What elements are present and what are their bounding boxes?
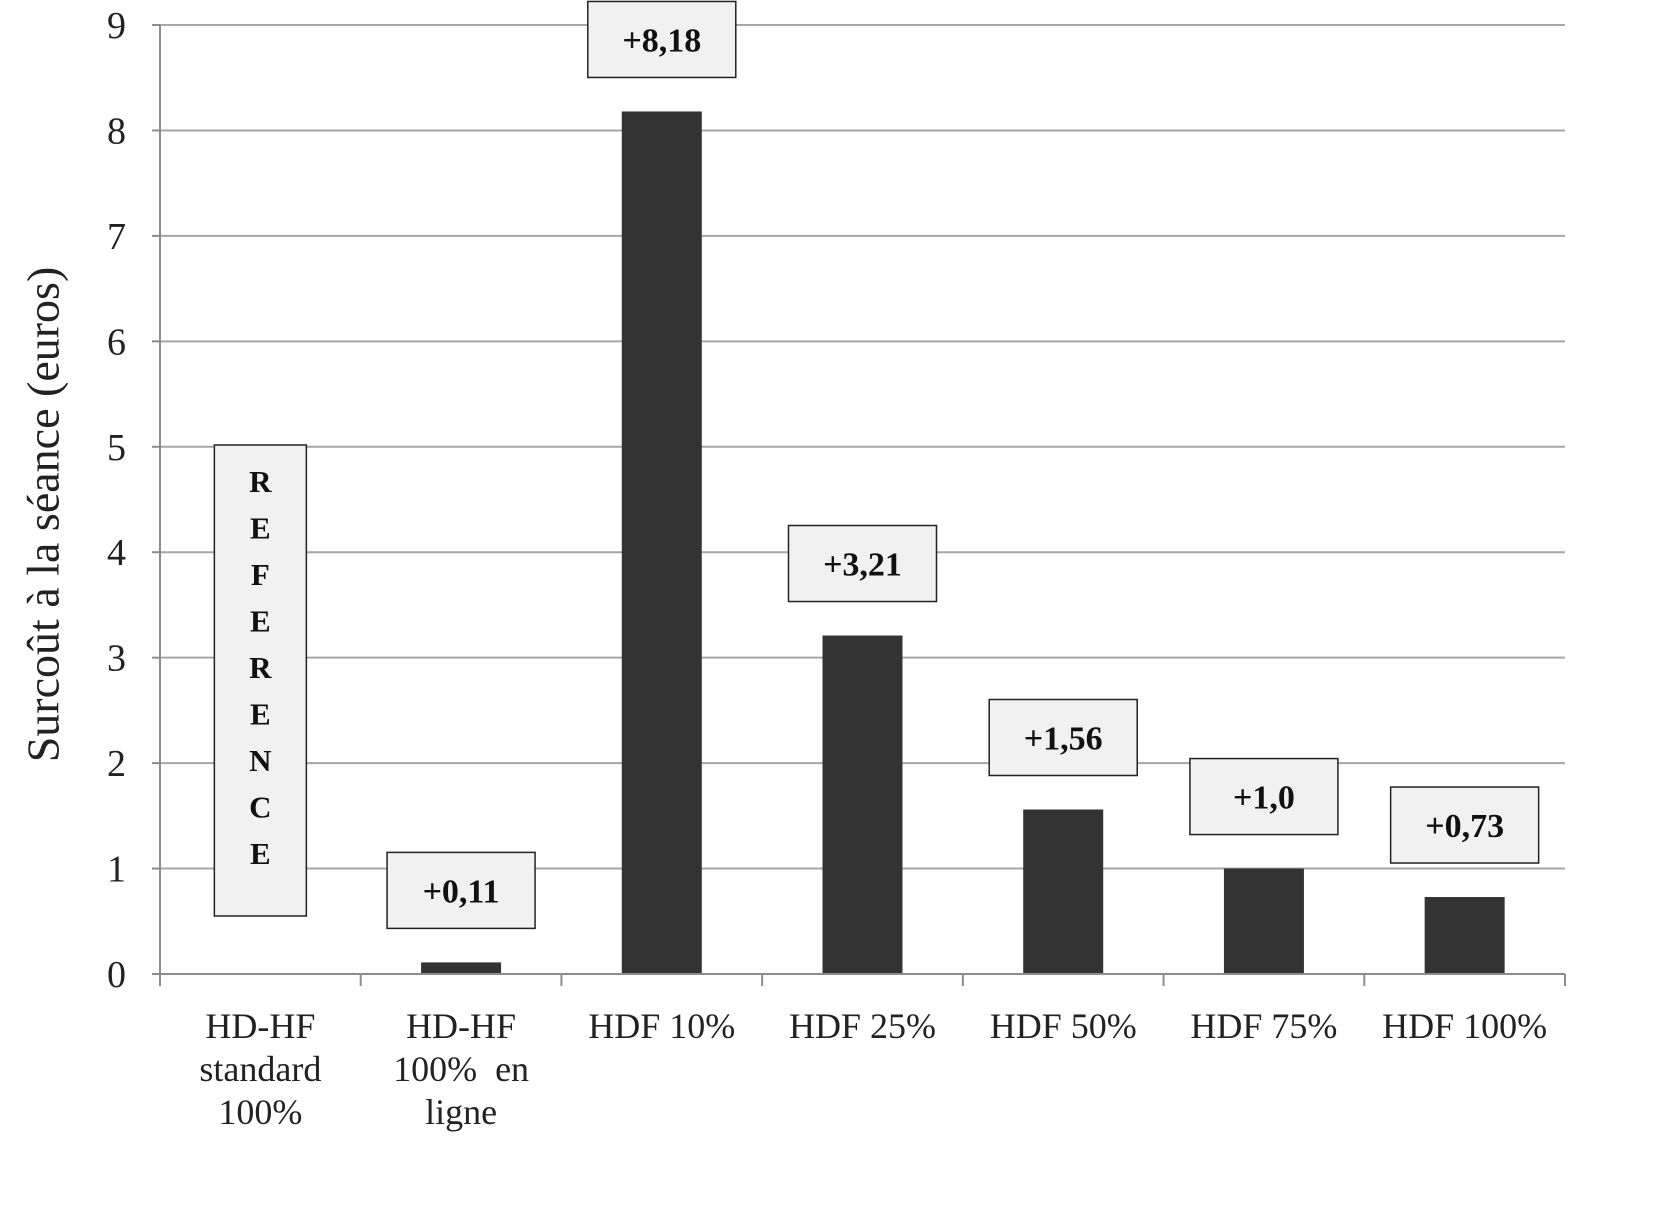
annotation-box [587,0,737,79]
y-tick-label: 4 [107,532,126,574]
y-tick-label: 9 [107,5,126,47]
y-axis-label-group: Surcoût à la séance (euros) [18,267,69,763]
x-category-label: HDF 50% [990,1006,1137,1046]
y-tick-label: 6 [107,321,126,363]
y-tick-label: 0 [107,954,126,996]
annotation-text: +1,0 [1233,780,1295,817]
annotation-box [1389,786,1540,864]
annotation-box [787,524,938,603]
x-category-label: HDF 10% [588,1006,735,1046]
y-tick-label: 3 [107,638,126,680]
value-annotation: +1,0 [1189,757,1339,836]
x-category-label: HDF 75% [1190,1006,1337,1046]
bar [822,635,903,974]
bars [421,111,1505,974]
value-annotation: +0,73 [1389,786,1540,864]
annotation-box [988,698,1138,777]
bar [1023,809,1104,974]
annotation-box [1189,757,1339,836]
value-annotation: +8,18 [587,0,737,79]
annotation-text: +1,56 [1024,721,1103,758]
bar [621,111,702,974]
annotation-box [386,851,536,930]
x-category-label: HD-HF 100% en ligne [393,1006,529,1132]
y-tick-label: 5 [107,427,126,469]
value-annotations: +0,11 +8,18 +3,21 +1,56 +1,0 +0,73 R E F E R E N C E [213,0,1540,930]
value-annotation: +1,56 [988,698,1138,777]
gridlines [160,24,1565,870]
y-tick-label: 1 [107,849,126,891]
y-tick-label: 2 [107,743,126,785]
annotation-text: +3,21 [823,547,902,584]
bar [421,962,502,974]
y-tick-labels: 0 1 2 3 4 5 6 7 8 9 [107,5,126,996]
x-category-label: HDF 100% [1382,1006,1547,1046]
x-category-label: HDF 25% [789,1006,936,1046]
value-annotation: +0,11 [386,851,536,930]
y-axis-label: Surcoût à la séance (euros) [18,267,69,763]
y-tick-label: 8 [107,110,126,152]
x-category-label: HD-HF standard 100% [199,1006,321,1132]
bar [1223,868,1304,974]
reference-box-frame [213,444,308,917]
value-annotation: +3,21 [787,524,938,603]
annotation-text: +0,11 [423,873,500,910]
bar [1424,897,1505,974]
x-category-labels: HD-HF standard 100% HD-HF 100% en ligne HDF 10… [199,1006,1547,1132]
annotation-text: +0,73 [1425,808,1504,845]
annotation-text: +8,18 [622,22,701,59]
y-tick-label: 7 [107,216,126,258]
axes [152,24,1566,986]
